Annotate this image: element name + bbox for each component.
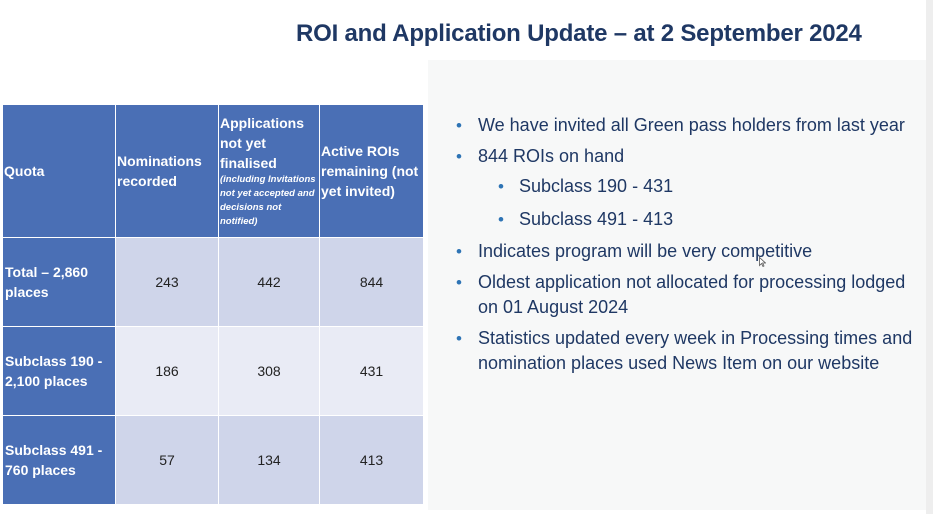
header-active-rois: Active ROIs remaining (not yet invited) [319,104,424,238]
row-label: Subclass 491 - 760 places [2,415,116,505]
slide-title: ROI and Application Update – at 2 Septem… [296,20,862,47]
table-row: Subclass 491 - 760 places 57 134 413 [2,415,424,505]
bullet-item: Oldest application not allocated for pro… [454,270,914,321]
window-edge [926,0,933,514]
header-nominations: Nominations recorded [115,104,219,238]
bullet-item: Indicates program will be very competiti… [454,239,914,265]
row-label: Subclass 190 - 2,100 places [2,326,116,416]
bullet-item: 844 ROIs on hand [454,144,914,170]
bullet-item: We have invited all Green pass holders f… [454,113,914,139]
bullet-list: We have invited all Green pass holders f… [454,113,914,382]
table-header-row: Quota Nominations recorded Applications … [2,104,424,238]
bullet-item: Statistics updated every week in Process… [454,326,914,377]
table-row: Subclass 190 - 2,100 places 186 308 431 [2,326,424,416]
applications-cell: 134 [218,415,320,505]
row-label: Total – 2,860 places [2,237,116,327]
header-quota: Quota [2,104,116,238]
applications-cell: 442 [218,237,320,327]
table-row: Total – 2,860 places 243 442 844 [2,237,424,327]
header-applications-note: (including Invitations not yet accepted … [220,174,316,227]
active-rois-cell: 431 [319,326,424,416]
nominations-cell: 243 [115,237,219,327]
active-rois-cell: 844 [319,237,424,327]
sub-bullet-item: Subclass 190 - 431 [495,174,914,200]
nominations-cell: 186 [115,326,219,416]
quota-table: Quota Nominations recorded Applications … [2,104,424,505]
nominations-cell: 57 [115,415,219,505]
header-applications-label: Applications not yet finalised [220,115,305,171]
mouse-pointer-icon [759,257,766,267]
sub-bullet-item: Subclass 491 - 413 [495,207,914,233]
header-applications: Applications not yet finalised (includin… [218,104,320,238]
applications-cell: 308 [218,326,320,416]
active-rois-cell: 413 [319,415,424,505]
